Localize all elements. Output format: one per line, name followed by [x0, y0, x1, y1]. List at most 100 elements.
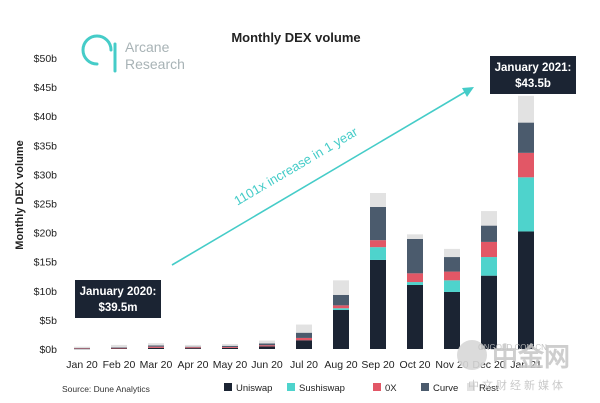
bar-segment-curve: [333, 294, 349, 306]
bar-segment-uniswap: [481, 275, 497, 349]
bar-segment-uniswap: [518, 231, 534, 349]
bar-segment-uniswap: [259, 346, 275, 349]
y-tick-label: $40b: [34, 111, 58, 123]
bar-segment-uniswap: [148, 347, 164, 349]
x-tick-label: Oct 20: [400, 359, 431, 371]
bar-segment-uniswap: [407, 284, 423, 349]
bar-segment-0x: [259, 345, 275, 347]
arcane-research-logo: Arcane Research: [81, 34, 185, 73]
x-tick-label: Apr 20: [178, 359, 209, 371]
callout-end-title: January 2021:: [495, 62, 572, 74]
bar-segment-sushiswap: [333, 308, 349, 311]
bar-segment-curve: [296, 332, 312, 338]
bar-segment-rest: [74, 346, 90, 348]
logo-mark-icon: [81, 34, 117, 73]
chart-title: Monthly DEX volume: [231, 30, 360, 45]
bar-segment-uniswap: [74, 348, 90, 350]
bar-segment-rest: [370, 193, 386, 207]
callout-end-value: $43.5b: [515, 78, 551, 90]
bar-segment-curve: [444, 257, 460, 272]
source-note: Source: Dune Analytics: [62, 384, 150, 394]
bar-segment-rest: [296, 324, 312, 333]
bar-segment-rest: [111, 344, 127, 348]
y-axis-ticks: $0b $5b $10b $15b $20b $25b $30b $35b $40b $45b $5…: [34, 53, 58, 356]
callout-box-start: [75, 280, 161, 318]
bar-segment-0x: [518, 152, 534, 178]
bar-segment-0x: [74, 348, 90, 349]
bar-segment-curve: [148, 345, 164, 347]
bar-segment-uniswap: [222, 347, 238, 349]
cngold-watermark: 中金网 CNGOLD.COM.CN 中文财经新媒体: [457, 340, 570, 392]
bar-segment-0x: [296, 337, 312, 341]
bar-segment-rest: [518, 95, 534, 123]
bar-segment-sushiswap: [407, 282, 423, 285]
bars-group: [74, 95, 534, 350]
watermark-logo-icon: [457, 340, 487, 370]
watermark-main: 中金网: [492, 342, 570, 372]
callout-jan-2020: January 2020: $39.5m: [75, 280, 161, 318]
bar-segment-0x: [148, 346, 164, 348]
x-axis-ticks: Jan 20 Feb 20 Mar 20 Apr 20 May 20 Jun 20 Jul …: [66, 359, 542, 371]
logo-line2: Research: [125, 56, 185, 72]
bar-segment-curve: [259, 343, 275, 346]
bar-segment-curve: [185, 346, 201, 348]
bar-segment-0x: [111, 347, 127, 349]
legend-label-uniswap: Uniswap: [236, 383, 272, 394]
watermark-domain: CNGOLD.COM.CN: [478, 343, 547, 352]
legend-swatch-uniswap: [224, 383, 232, 391]
y-tick-label: $20b: [34, 228, 58, 240]
bar-segment-rest: [148, 343, 164, 346]
y-tick-label: $0b: [39, 344, 57, 356]
bar-segment-rest: [222, 344, 238, 346]
bar-segment-uniswap: [444, 291, 460, 349]
x-tick-label: Mar 20: [140, 359, 173, 371]
y-tick-label: $35b: [34, 140, 58, 152]
legend-label-0x: 0X: [385, 383, 397, 394]
arrowhead-icon: [462, 87, 474, 97]
bar-segment-curve: [222, 345, 238, 347]
callout-box-end: [490, 56, 576, 94]
bar-segment-uniswap: [370, 259, 386, 349]
y-tick-label: $30b: [34, 169, 58, 181]
bar-segment-curve: [481, 225, 497, 242]
trend-arrow: [171, 87, 474, 266]
y-tick-label: $5b: [39, 315, 57, 327]
bar-segment-uniswap: [111, 348, 127, 349]
bar-segment-rest: [259, 340, 275, 344]
bar-segment-rest: [481, 211, 497, 226]
bar-segment-0x: [222, 346, 238, 348]
bar-segment-uniswap: [296, 340, 312, 349]
bar-segment-curve: [370, 206, 386, 241]
bar-segment-rest: [407, 234, 423, 240]
x-tick-label: Jan 20: [66, 359, 98, 371]
legend-swatch-sushiswap: [287, 383, 295, 391]
x-tick-label: Jun 20: [251, 359, 283, 371]
legend-swatch-rest: [467, 383, 475, 391]
bar-segment-uniswap: [333, 310, 349, 349]
x-tick-label: Aug 20: [324, 359, 357, 371]
bar-segment-0x: [370, 240, 386, 248]
bar-segment-0x: [407, 273, 423, 283]
y-tick-label: $25b: [34, 199, 58, 211]
watermark-tagline: 中文财经新媒体: [468, 378, 566, 392]
y-tick-label: $45b: [34, 82, 58, 94]
bar-segment-sushiswap: [481, 257, 497, 276]
legend-label-sushiswap: Sushiswap: [299, 383, 345, 394]
bar-segment-0x: [481, 241, 497, 258]
y-axis-label: Monthly DEX volume: [14, 140, 26, 249]
y-tick-label: $50b: [34, 53, 58, 65]
bar-segment-0x: [185, 347, 201, 349]
legend: Uniswap Sushiswap 0X Curve Rest: [224, 383, 499, 394]
bar-segment-curve: [518, 122, 534, 153]
callout-jan-2021: January 2021: $43.5b: [490, 56, 576, 94]
legend-swatch-curve: [421, 383, 429, 391]
bar-segment-sushiswap: [444, 280, 460, 292]
bar-segment-curve: [407, 239, 423, 274]
legend-swatch-0x: [373, 383, 381, 391]
bar-segment-rest: [444, 248, 460, 258]
legend-label-curve: Curve: [433, 383, 458, 394]
bar-segment-rest: [333, 280, 349, 295]
logo-line1: Arcane: [125, 39, 170, 55]
bar-segment-rest: [185, 344, 201, 347]
